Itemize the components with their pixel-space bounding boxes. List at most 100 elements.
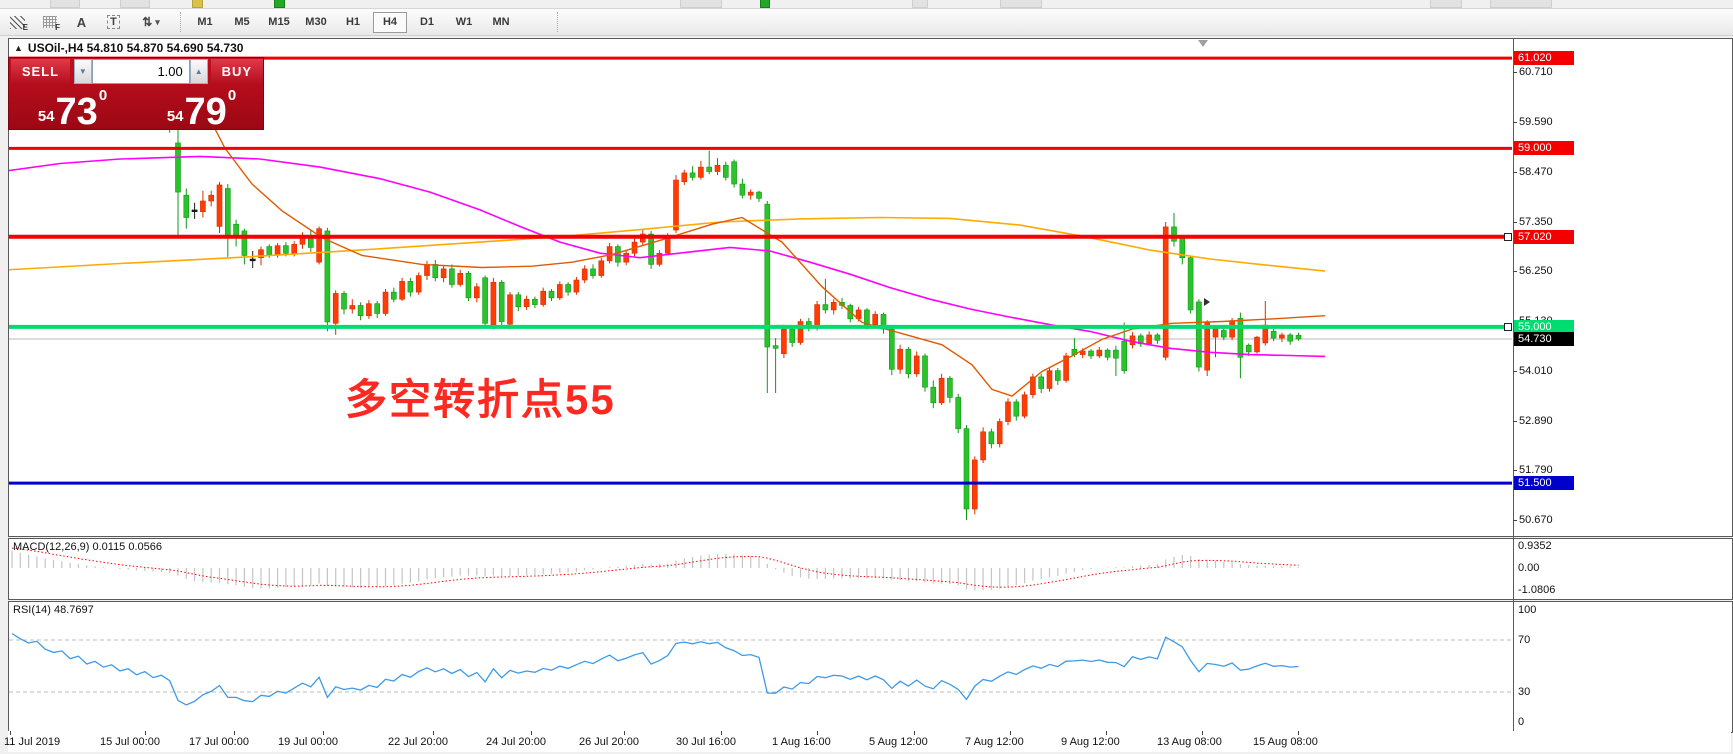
price-axis-tick <box>1513 72 1517 73</box>
line-handle[interactable] <box>1504 322 1512 331</box>
price-axis-label: 60.710 <box>1519 66 1553 78</box>
text-label-tool-icon[interactable]: T <box>99 10 128 34</box>
price-axis-tick <box>1513 470 1517 472</box>
buy-price-main: 79 <box>184 90 227 133</box>
chart-shift-marker-icon[interactable] <box>1198 40 1208 47</box>
text-tool-icon[interactable]: A <box>67 10 96 34</box>
timeframe-button-m1[interactable]: M1 <box>197 16 213 28</box>
price-axis-tick <box>1513 121 1517 123</box>
time-axis-label: 11 Jul 2019 <box>4 736 61 748</box>
sell-price-main: 73 <box>55 90 98 133</box>
toolbar-fragment-green <box>760 0 770 8</box>
rsi-axis-label: 100 <box>1518 604 1537 616</box>
macd-panel[interactable] <box>8 538 1733 600</box>
time-axis-tick <box>817 731 818 735</box>
arrows-tool-icon[interactable]: ⇅ ▾ <box>131 10 171 34</box>
time-axis-tick <box>10 731 11 735</box>
toolbar-fragment-yellow <box>192 0 203 8</box>
chart-text-annotation[interactable]: 多空转折点55 <box>345 376 616 423</box>
price-axis-tick <box>1513 421 1517 423</box>
rsi-indicator-label: RSI(14) 48.7697 <box>13 604 94 616</box>
time-axis-tick <box>145 731 146 735</box>
sell-price-sup: 0 <box>98 87 108 104</box>
time-axis-label: 22 Jul 20:00 <box>388 736 448 748</box>
toolbar-fragment <box>1000 0 1042 8</box>
rsi-panel[interactable] <box>8 601 1733 733</box>
time-axis-label: 26 Jul 20:00 <box>579 736 639 748</box>
time-axis-label: 13 Aug 08:00 <box>1157 736 1222 748</box>
price-axis-tick <box>1513 221 1517 223</box>
price-axis-tick <box>1513 520 1517 522</box>
timeframe-button-m5[interactable]: M5 <box>234 16 250 28</box>
timeframe-button-h4[interactable]: H4 <box>373 11 407 33</box>
volume-increase-button[interactable]: ▲ <box>189 59 208 84</box>
toolbar-fragment <box>912 0 928 8</box>
time-axis-label: 9 Aug 12:00 <box>1061 736 1120 748</box>
buy-price-sup: 0 <box>227 87 237 104</box>
timeframe-button-d1[interactable]: D1 <box>419 16 435 28</box>
time-axis-tick <box>624 731 625 735</box>
rsi-axis-label: 70 <box>1518 634 1531 646</box>
toolbar-separator <box>180 12 182 32</box>
timeframe-button-h1[interactable]: H1 <box>345 16 361 28</box>
equidistant-channel-icon[interactable]: E <box>3 10 32 34</box>
time-axis-strip[interactable] <box>8 731 1731 752</box>
price-axis-label: 52.890 <box>1519 415 1553 428</box>
price-arrow-marker-icon <box>1204 298 1210 306</box>
time-axis-label: 15 Aug 08:00 <box>1253 736 1318 748</box>
volume-input[interactable] <box>91 59 190 84</box>
hatch-glyph <box>10 15 25 29</box>
time-axis-tick <box>1010 731 1011 735</box>
price-axis-tick <box>1513 271 1517 273</box>
toolbar-fragment <box>1490 0 1552 8</box>
main-chart-panel[interactable] <box>8 38 1733 537</box>
timeframe-button-m30[interactable]: M30 <box>305 16 327 28</box>
buy-button[interactable]: BUY <box>210 59 263 84</box>
sell-price-prefix: 54 <box>37 108 55 125</box>
spin-down-icon: ▼ <box>78 67 87 76</box>
chevron-down-icon: ▾ <box>155 16 160 27</box>
line-handle[interactable] <box>1504 232 1512 241</box>
price-axis-label: 50.670 <box>1519 514 1553 527</box>
price-axis-label: 51.790 <box>1519 464 1553 477</box>
volume-decrease-button[interactable]: ▼ <box>73 59 92 84</box>
time-axis-tick <box>234 731 235 735</box>
time-axis-tick <box>433 731 434 735</box>
timeframe-button-w1[interactable]: W1 <box>455 16 473 28</box>
time-axis-label: 7 Aug 12:00 <box>965 736 1024 748</box>
grid-glyph <box>42 16 57 28</box>
fibonacci-grid-icon[interactable]: F <box>35 10 64 34</box>
chart-title-text: USOil-,H4 54.810 54.870 54.690 54.730 <box>27 41 244 55</box>
time-axis-tick <box>721 731 722 735</box>
toolbar-fragment <box>1430 0 1462 8</box>
price-axis-line <box>1513 38 1514 731</box>
label-tool-glyph: T <box>107 15 120 29</box>
macd-axis-label: 0.9352 <box>1518 540 1552 552</box>
timeframe-button-m15[interactable]: M15 <box>268 16 290 28</box>
collapse-triangle-icon[interactable]: ▲ <box>14 43 23 53</box>
toolbar-fragment <box>50 0 80 8</box>
price-axis-tick <box>1513 171 1517 173</box>
price-tag: 59.000 <box>1514 141 1574 156</box>
trade-controls-row: SELL ▼ ▲ BUY <box>9 58 263 85</box>
price-axis-label: 54.010 <box>1519 365 1553 378</box>
price-tag: 54.730 <box>1514 331 1574 346</box>
chart-title: ▲ USOil-,H4 54.810 54.870 54.690 54.730 <box>14 41 243 55</box>
time-axis-tick <box>914 731 915 735</box>
time-axis-tick <box>323 731 324 735</box>
fibonacci-sub-label: F <box>55 23 60 32</box>
buy-price-display[interactable]: 54 79 0 <box>138 85 265 132</box>
sell-price-display[interactable]: 54 73 0 <box>9 85 136 132</box>
price-axis-label: 57.350 <box>1519 215 1553 228</box>
macd-indicator-label: MACD(12,26,9) 0.0115 0.0566 <box>13 541 162 553</box>
text-tool-glyph: A <box>76 14 87 30</box>
time-axis-label: 15 Jul 00:00 <box>100 736 160 748</box>
price-tag: 51.500 <box>1514 476 1574 491</box>
sell-button[interactable]: SELL <box>11 59 70 84</box>
macd-axis-label: 0.00 <box>1518 562 1540 574</box>
time-axis-label: 19 Jul 00:00 <box>278 736 338 748</box>
one-click-trading-panel: SELL ▼ ▲ BUY 54 73 0 54 79 0 <box>8 57 265 132</box>
rsi-axis-label: 0 <box>1518 716 1525 728</box>
price-axis-label: 58.470 <box>1519 165 1553 178</box>
timeframe-button-mn[interactable]: MN <box>492 16 510 28</box>
